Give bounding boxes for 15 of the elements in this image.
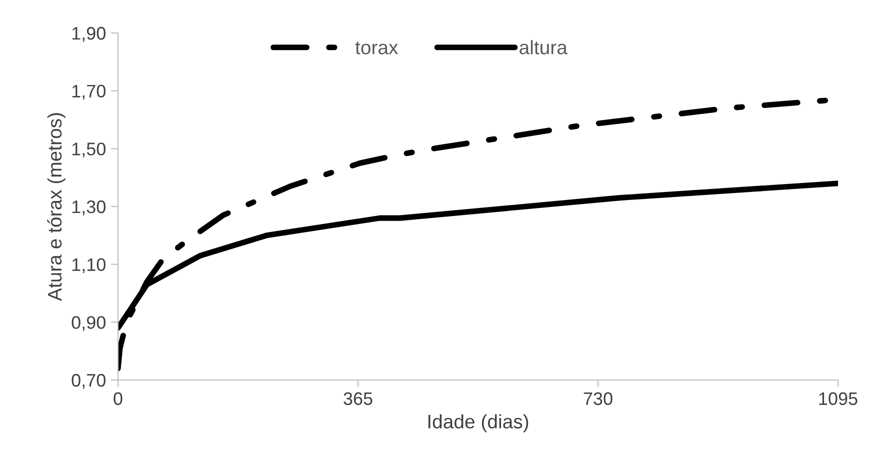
y-tick-label: 1,10 bbox=[72, 258, 106, 274]
y-tick-label: 1,90 bbox=[72, 26, 106, 42]
x-tick-label: 365 bbox=[344, 392, 372, 406]
x-tick-label: 1095 bbox=[819, 392, 858, 406]
x-tick-label: 730 bbox=[584, 392, 612, 406]
y-tick-label: 1,50 bbox=[72, 142, 106, 158]
legend-label: altura bbox=[520, 40, 568, 54]
x-tick-label: 0 bbox=[114, 392, 122, 406]
y-tick-label: 1,30 bbox=[72, 200, 106, 216]
legend-label: torax bbox=[355, 42, 398, 54]
y-tick-label: 0,70 bbox=[72, 374, 106, 389]
y-axis-title: Atura e tórax (metros) bbox=[47, 113, 66, 302]
y-tick-label: 0,90 bbox=[72, 316, 106, 332]
y-tick-label: 1,70 bbox=[72, 84, 106, 100]
x-axis-title: Idade (dias) bbox=[428, 414, 528, 432]
